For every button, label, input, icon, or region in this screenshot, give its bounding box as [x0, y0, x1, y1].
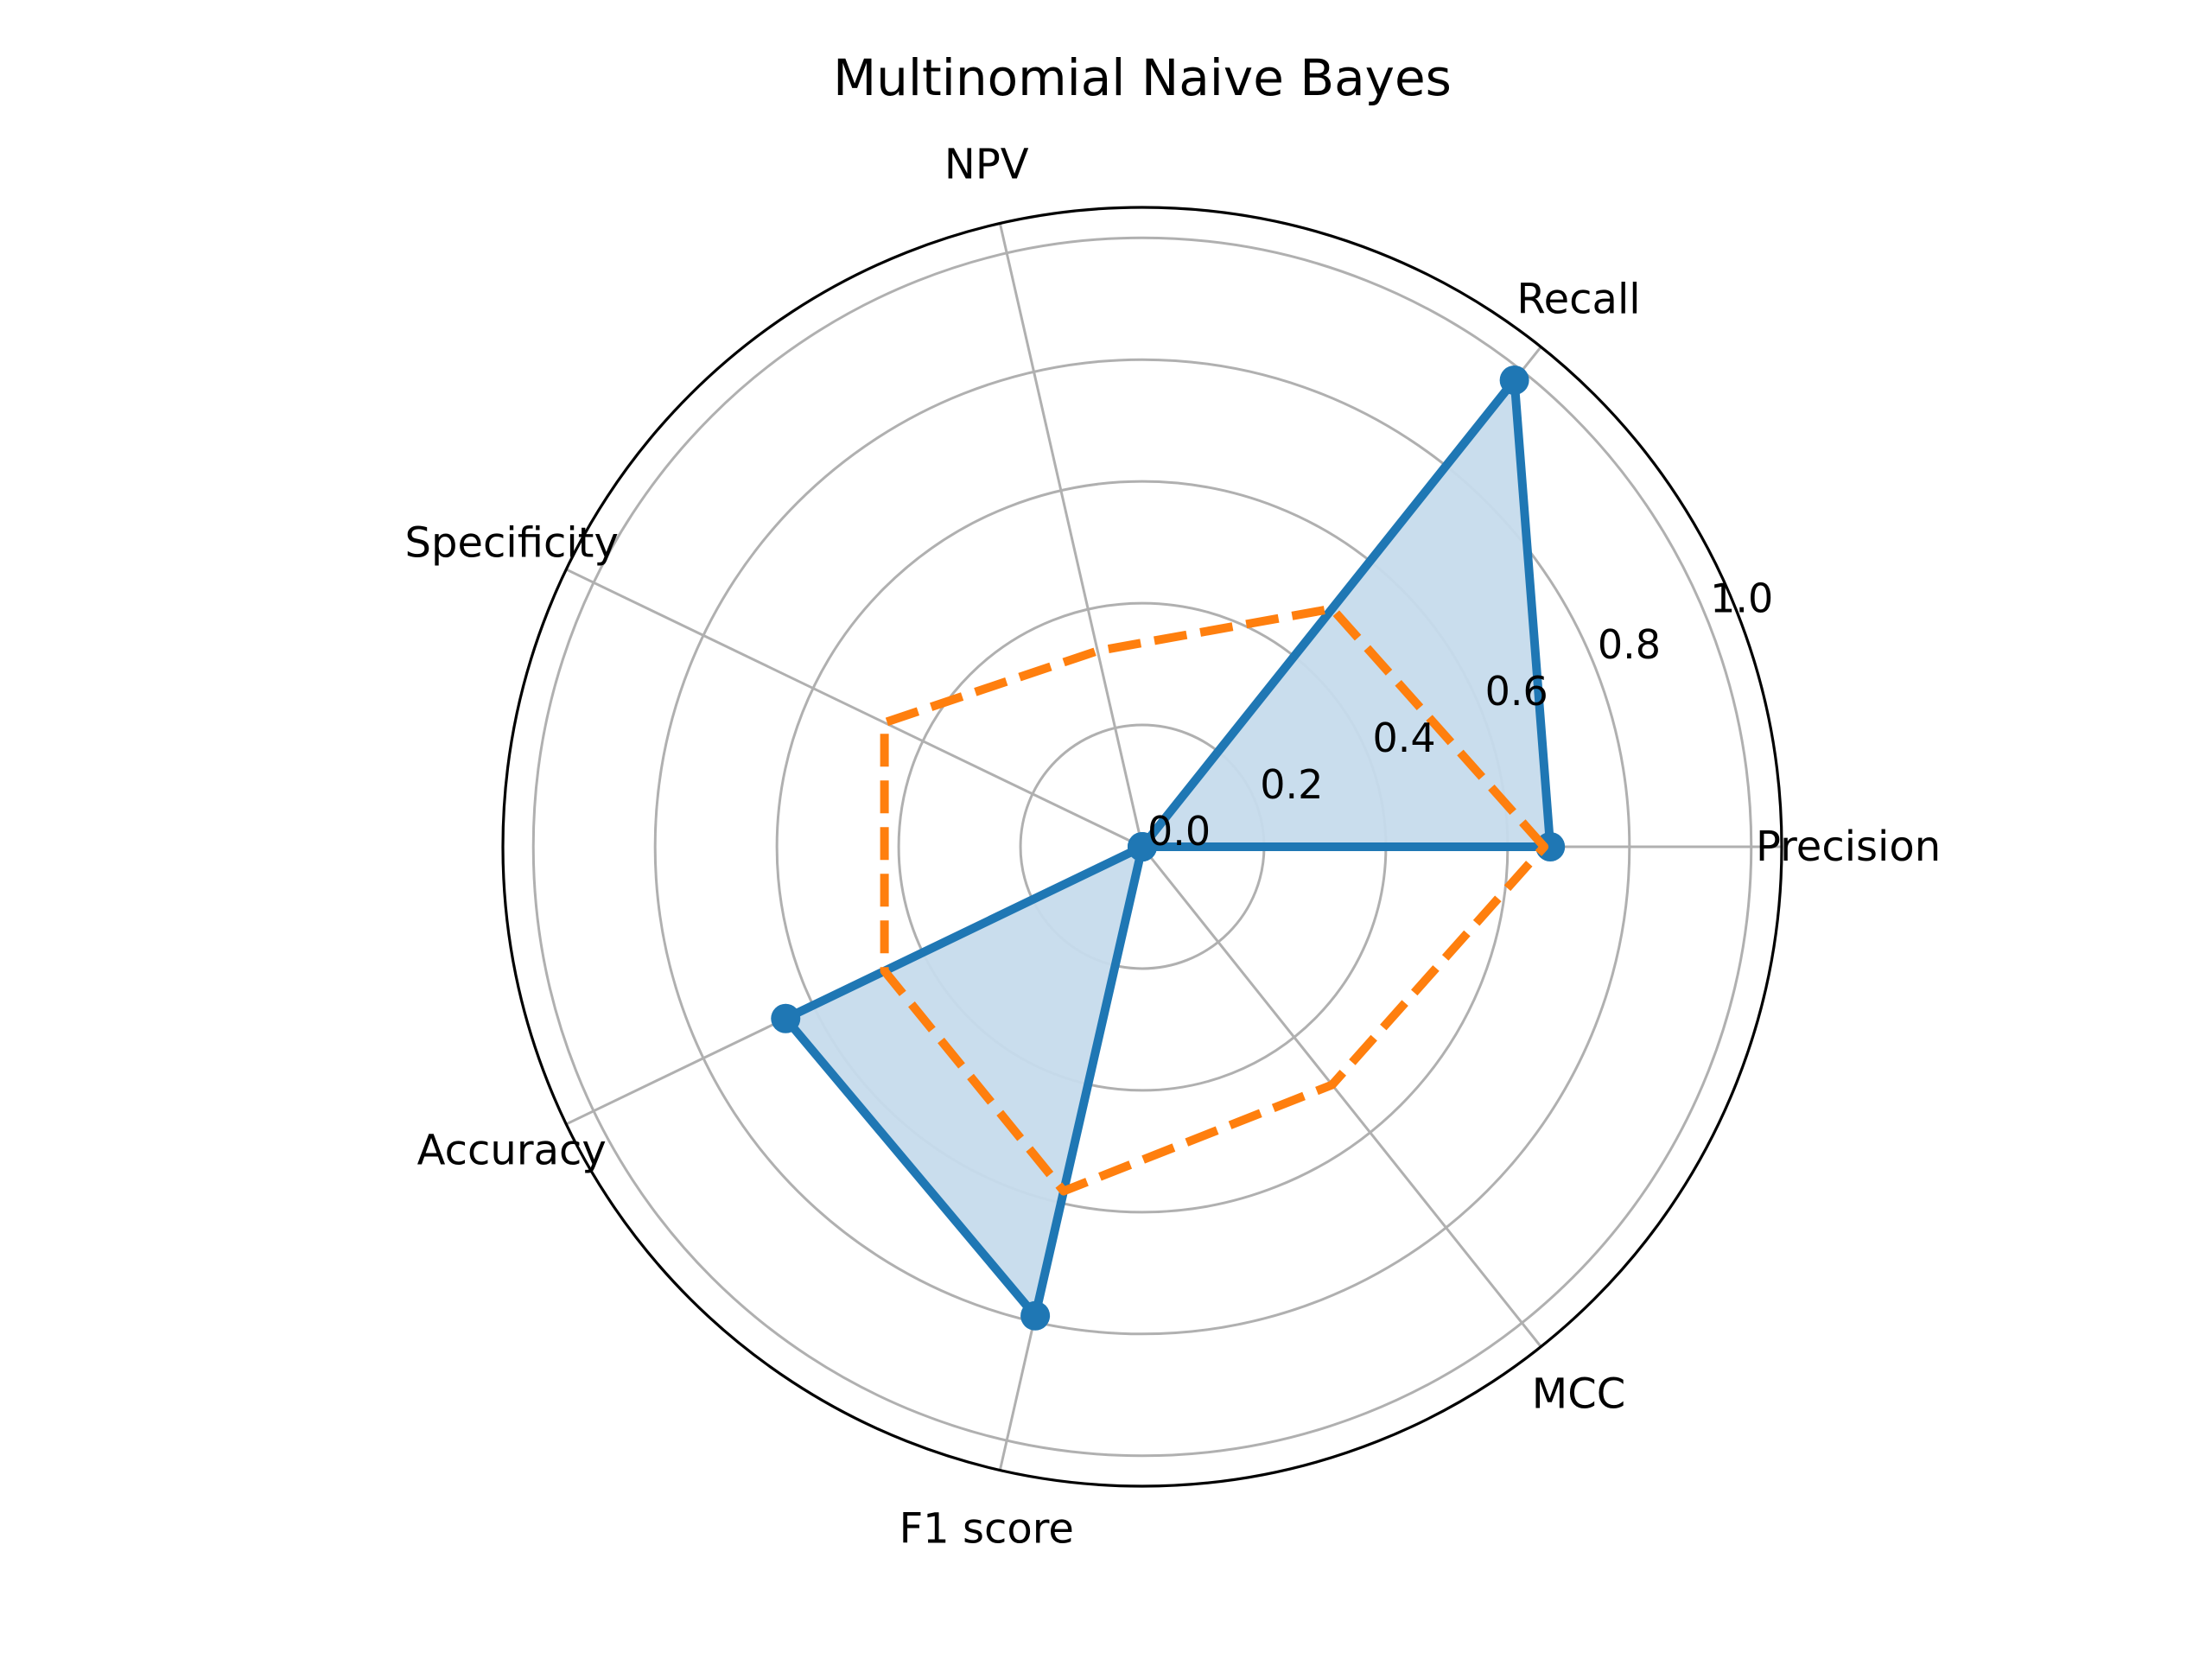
category-label: Specificity: [405, 519, 619, 568]
series-1-point: [771, 1003, 801, 1033]
category-label: NPV: [944, 140, 1029, 188]
series-1-point: [1499, 365, 1529, 396]
category-label: MCC: [1532, 1370, 1625, 1418]
chart-title: Multinomial Naive Bayes: [833, 48, 1452, 107]
spoke-mcc: [1141, 846, 1542, 1348]
category-label: Precision: [1756, 823, 1941, 871]
spoke-npv: [998, 223, 1144, 848]
spoke-specificity: [565, 568, 1143, 849]
radial-tick-label: 0.8: [1598, 621, 1661, 668]
radial-tick-label: 0.2: [1260, 761, 1323, 808]
axis-labels: 0.0 0.2 0.4 0.6 0.8 1.0 Precision Recall NPV Spec…: [405, 140, 1942, 1553]
category-label: Recall: [1516, 276, 1640, 324]
radial-tick-label: 0.0: [1147, 808, 1211, 855]
radial-tick-label: 1.0: [1710, 575, 1773, 621]
series-1-point: [1020, 1300, 1051, 1331]
series-1-point: [1128, 832, 1157, 861]
radial-tick-label: 0.6: [1485, 668, 1548, 715]
category-label: F1 score: [899, 1505, 1074, 1554]
polar-frame: [501, 206, 1783, 1488]
radial-tick-label: 0.4: [1372, 715, 1435, 761]
series-layer: [771, 365, 1566, 1331]
series-2-line: [880, 604, 1549, 1196]
category-label: Accuracy: [417, 1126, 607, 1174]
